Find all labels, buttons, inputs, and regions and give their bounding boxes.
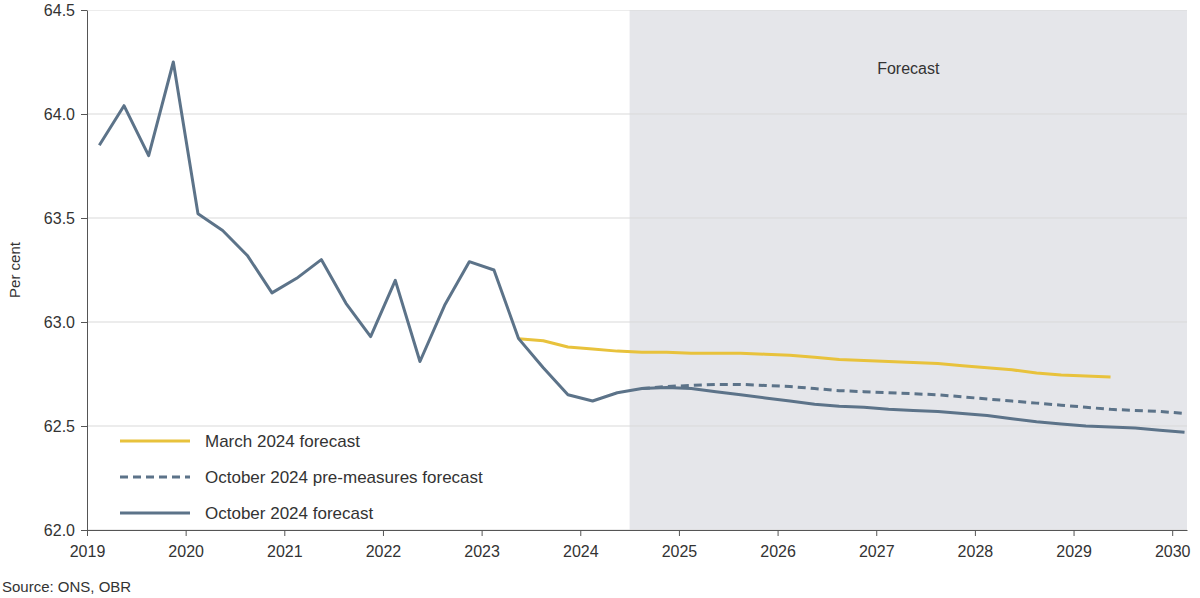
y-axis: 62.0 62.5 63.0 63.5 64.0 64.5 [44,2,88,539]
x-tick-label: 2026 [760,543,796,560]
x-tick: 2025 [662,530,698,560]
y-tick-label: 62.0 [44,522,75,539]
x-tick: 2028 [958,530,994,560]
x-tick-mark [679,530,680,536]
legend-item: October 2024 pre-measures forecast [120,468,483,487]
y-tick-mark [81,218,87,219]
x-tick-label: 2029 [1056,543,1092,560]
x-tick: 2021 [267,530,303,560]
legend-swatch [120,440,190,443]
y-tick: 64.5 [44,2,87,19]
y-tick-label: 63.5 [44,210,75,227]
x-tick-label: 2030 [1155,543,1191,560]
annotation: Forecast [877,60,940,77]
legend-label: October 2024 forecast [205,504,373,523]
y-tick-label: 62.5 [44,418,75,435]
x-tick-mark [284,530,285,536]
grid-line [87,426,1187,427]
x-tick: 2022 [366,530,402,560]
x-tick-label: 2021 [267,543,303,560]
x-tick-label: 2027 [859,543,895,560]
x-axis-line [88,530,1188,531]
x-tick-mark [186,530,187,536]
x-tick-label: 2019 [70,543,106,560]
x-tick-label: 2022 [366,543,402,560]
y-tick: 63.5 [44,210,87,227]
y-tick-mark [81,530,87,531]
y-tick-label: 64.0 [44,106,75,123]
grid-line [87,10,1187,11]
grid-line [87,218,1187,219]
x-tick: 2029 [1056,530,1092,560]
series-line [519,339,1111,377]
y-tick: 62.5 [44,418,87,435]
x-tick: 2030 [1155,530,1191,560]
x-tick-mark [482,530,483,536]
x-tick: 2019 [70,530,106,560]
series-line [99,62,1184,432]
grid-line [87,322,1187,323]
x-tick-mark [1074,530,1075,536]
x-tick: 2023 [464,530,500,560]
x-tick-mark [580,530,581,536]
legend-item: October 2024 forecast [120,504,373,523]
y-tick-mark [81,322,87,323]
y-axis-line [87,11,88,531]
y-tick-label: 64.5 [44,2,75,19]
legend-swatch [120,512,190,515]
x-tick-mark [87,530,88,536]
x-tick-label: 2024 [563,543,599,560]
x-axis: 2019 2020 2021 2022 2023 2024 2025 2026 2027 2028… [70,530,1191,560]
legend-label: October 2024 pre-measures forecast [205,468,483,487]
x-tick-label: 2020 [168,543,204,560]
x-tick-mark [778,530,779,536]
y-tick-mark [81,114,87,115]
x-tick-mark [975,530,976,536]
plot-area [87,10,1187,530]
x-tick: 2020 [168,530,204,560]
grid-line [87,530,1187,531]
grid-line [87,114,1187,115]
x-tick: 2026 [760,530,796,560]
legend-swatch [120,476,190,479]
forecast-region [630,10,1187,530]
x-tick-mark [383,530,384,536]
plot: Forecast 2019 2020 2021 2022 2023 2024 2025 2026… [44,2,1191,560]
legend-item: March 2024 forecast [120,432,360,451]
y-tick: 62.0 [44,522,87,539]
y-axis-title: Per cent [6,241,23,298]
x-tick-label: 2028 [958,543,994,560]
x-tick: 2024 [563,530,599,560]
y-tick: 64.0 [44,106,87,123]
y-tick-mark [81,426,87,427]
x-tick-label: 2025 [662,543,698,560]
x-tick-mark [1172,530,1173,536]
x-tick: 2027 [859,530,895,560]
y-tick: 63.0 [44,314,87,331]
legend-label: March 2024 forecast [205,432,360,451]
legend: March 2024 forecast October 2024 pre-meas… [120,432,483,523]
x-tick-label: 2023 [464,543,500,560]
source: Source: ONS, OBR [2,578,131,595]
y-tick-label: 63.0 [44,314,75,331]
x-tick-mark [876,530,877,536]
y-tick-mark [81,10,87,11]
